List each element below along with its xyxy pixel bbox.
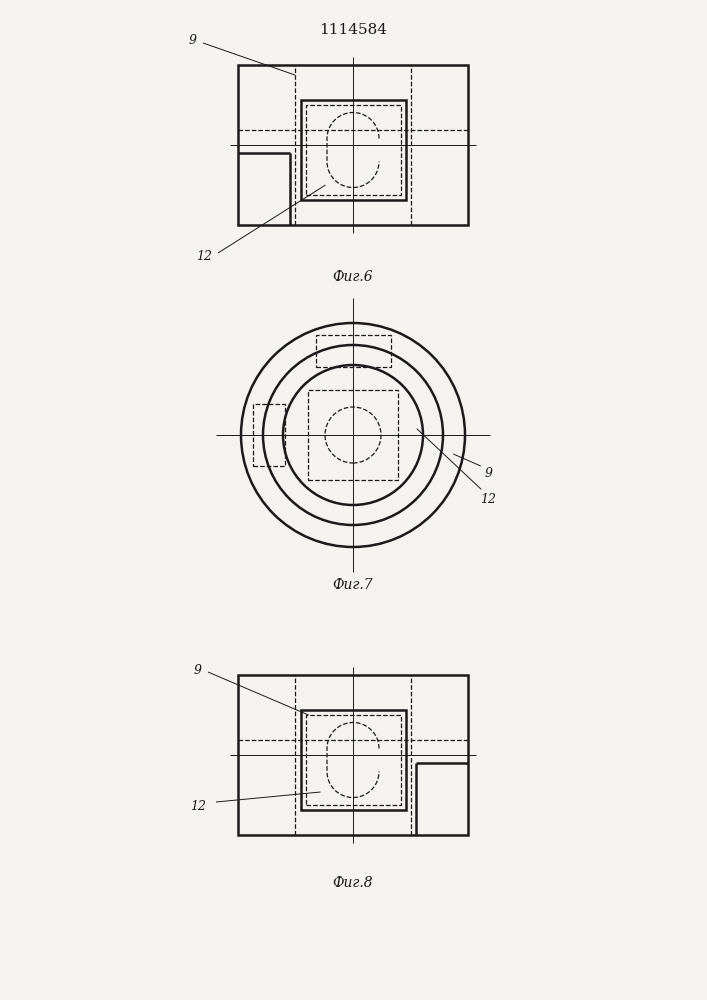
Bar (300, 100, 406, 200)
Text: 12: 12 (480, 493, 496, 506)
Text: 9: 9 (194, 664, 202, 676)
Bar (305, 105, 400, 195)
Bar (238, 65, 468, 225)
Bar (253, 404, 285, 466)
Bar (305, 715, 400, 805)
Bar (300, 710, 406, 810)
Bar (315, 335, 390, 367)
Bar (238, 675, 468, 835)
Bar (308, 390, 398, 480)
Text: 9: 9 (485, 467, 493, 480)
Text: Фиг.8: Фиг.8 (333, 876, 373, 890)
Text: Фиг.7: Фиг.7 (333, 578, 373, 592)
Text: 1114584: 1114584 (319, 23, 387, 37)
Text: 12: 12 (190, 800, 206, 812)
Text: Фиг.6: Фиг.6 (333, 270, 373, 284)
Text: 9: 9 (189, 34, 197, 47)
Text: 12: 12 (196, 250, 212, 263)
